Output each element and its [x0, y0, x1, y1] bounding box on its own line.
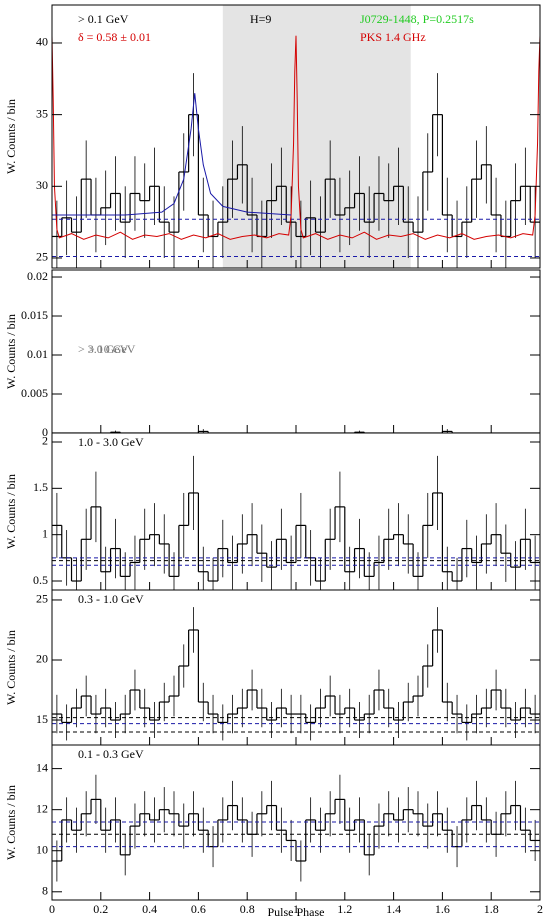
annotation: > 3.0 GeV — [78, 342, 129, 356]
y-tick-label: 25 — [36, 250, 48, 264]
line-series — [52, 35, 297, 240]
y-tick-label: 35 — [36, 106, 48, 120]
annotation: PKS 1.4 GHz — [360, 30, 426, 44]
line-series — [52, 93, 292, 216]
x-tick-label: 0.2 — [93, 902, 108, 916]
x-tick-label: 1.4 — [386, 902, 401, 916]
plot-area — [52, 5, 540, 268]
annotation: 0.1 - 0.3 GeV — [78, 747, 144, 761]
y-tick-label: 20 — [36, 652, 48, 666]
annotation: H=9 — [250, 12, 271, 26]
y-tick-label: 14 — [36, 760, 48, 774]
y-tick-label: 1.5 — [33, 480, 48, 494]
y-tick-label: 30 — [36, 178, 48, 192]
y-tick-label: 15 — [36, 712, 48, 726]
plot-area — [52, 455, 540, 590]
x-tick-label: 0.8 — [240, 902, 255, 916]
shaded-region — [222, 5, 411, 268]
y-tick-label: 0.5 — [33, 573, 48, 587]
y-tick-label: 12 — [36, 801, 48, 815]
x-tick-label: 2 — [537, 902, 543, 916]
x-tick-label: 0.4 — [142, 902, 157, 916]
annotation: δ = 0.58 ± 0.01 — [78, 30, 151, 44]
y-axis-label: W. Counts / bin — [4, 314, 18, 389]
plot-area — [52, 607, 540, 741]
y-tick-label: 25 — [36, 592, 48, 606]
y-tick-label: 10 — [36, 842, 48, 856]
x-axis-label: Pulse Phase — [268, 905, 325, 919]
y-tick-label: 0.01 — [27, 347, 48, 361]
y-tick-label: 0.005 — [21, 386, 48, 400]
y-tick-label: 1 — [42, 526, 48, 540]
x-tick-label: 1.8 — [484, 902, 499, 916]
x-tick-label: 1 — [293, 902, 299, 916]
y-axis-label: W. Counts / bin — [4, 785, 18, 860]
y-axis-label: W. Counts / bin — [4, 99, 18, 174]
annotation: 0.3 - 1.0 GeV — [78, 592, 144, 606]
x-tick-label: 1.2 — [337, 902, 352, 916]
y-tick-label: 2 — [42, 434, 48, 448]
y-axis-label: W. Counts / bin — [4, 630, 18, 705]
annotation: 1.0 - 3.0 GeV — [78, 435, 144, 449]
plot-area — [52, 774, 540, 882]
y-axis-label: W. Counts / bin — [4, 474, 18, 549]
x-tick-label: 0 — [49, 902, 55, 916]
x-tick-label: 0.6 — [191, 902, 206, 916]
annotation: > 10 GeV — [88, 342, 136, 356]
y-tick-label: 40 — [36, 35, 48, 49]
y-tick-label: 0.015 — [21, 308, 48, 322]
y-tick-label: 0 — [42, 425, 48, 439]
y-tick-label: 8 — [42, 884, 48, 898]
annotation: J0729-1448, P=0.2517s — [360, 12, 474, 26]
line-series — [295, 35, 540, 240]
y-tick-label: 0.02 — [27, 269, 48, 283]
annotation: > 0.1 GeV — [78, 12, 129, 26]
x-tick-label: 1.6 — [435, 902, 450, 916]
